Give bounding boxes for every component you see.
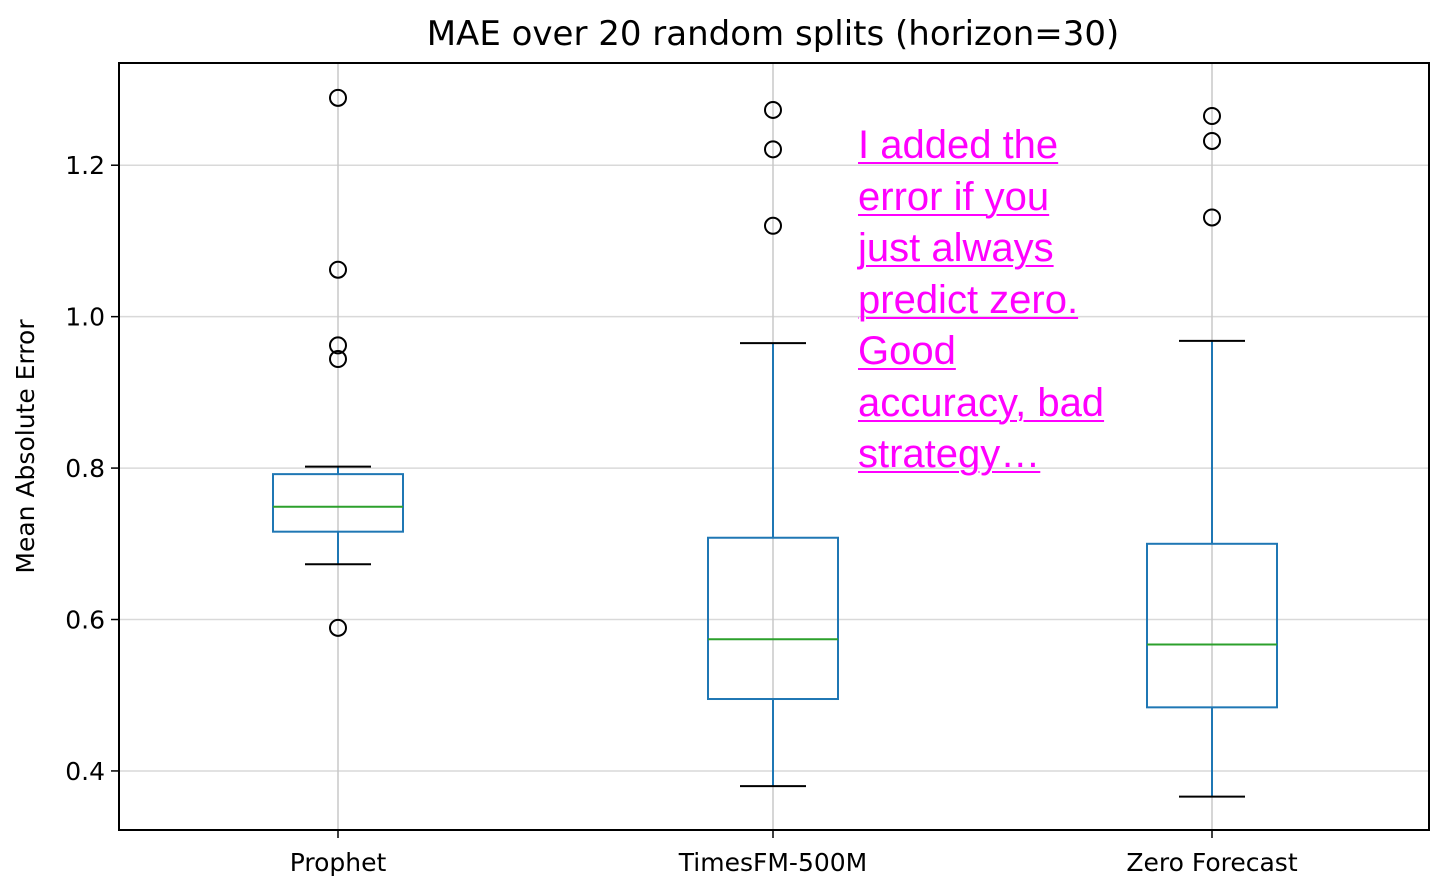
outlier-point <box>329 350 347 369</box>
outlier-point <box>329 88 347 107</box>
chart-title: MAE over 20 random splits (horizon=30) <box>427 14 1120 54</box>
plot-frame <box>118 62 1430 831</box>
y-tick-label: 0.6 <box>65 606 105 635</box>
iqr-box <box>707 536 839 701</box>
annotation-text: I added the error if you just always pre… <box>858 123 1105 476</box>
outlier-point <box>329 618 347 637</box>
box-zero-forecast <box>1146 107 1278 798</box>
plot-area <box>272 88 1278 798</box>
axes: 0.4 0.6 0.8 1.0 1.2 Prophet TimesFM-500M Zero F… <box>65 151 1298 877</box>
y-tick-label: 1.2 <box>65 151 105 180</box>
box-timesfm-500m <box>707 100 839 788</box>
y-tick-label: 0.8 <box>65 454 105 483</box>
y-tick-label: 1.0 <box>65 303 105 332</box>
outlier-point <box>1203 107 1221 126</box>
outlier-point <box>1203 208 1221 227</box>
y-tick-label: 0.4 <box>65 757 105 786</box>
outlier-point <box>329 336 347 355</box>
y-axis-label: Mean Absolute Error <box>11 319 40 574</box>
outlier-point <box>1203 131 1221 150</box>
outlier-point <box>329 260 347 279</box>
outlier-point <box>764 216 782 235</box>
x-tick-label: Prophet <box>290 848 387 877</box>
x-tick-label: TimesFM-500M <box>678 848 867 877</box>
x-tick-label: Zero Forecast <box>1126 848 1297 877</box>
box-prophet <box>272 88 404 637</box>
iqr-box <box>1146 542 1278 709</box>
outlier-point <box>764 140 782 159</box>
iqr-box <box>272 473 404 533</box>
outlier-point <box>764 100 782 119</box>
